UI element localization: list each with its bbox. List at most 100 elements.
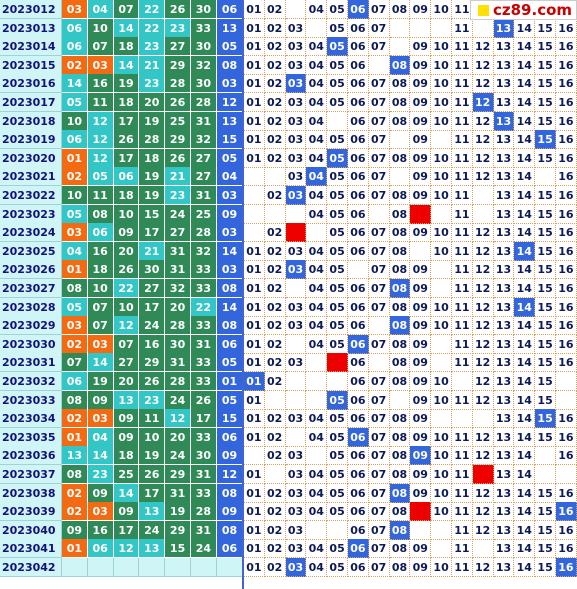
- blue-number-cell[interactable]: 04: [306, 558, 328, 577]
- blue-number-cell[interactable]: 01: [244, 37, 265, 57]
- blue-number-cell[interactable]: 13: [493, 167, 515, 187]
- blue-number-cell[interactable]: 11: [452, 204, 473, 224]
- blue-blank-cell[interactable]: [410, 18, 432, 38]
- blue-number-cell[interactable]: 02: [264, 297, 286, 317]
- blue-number-cell[interactable]: 01: [244, 353, 265, 373]
- blue-number-cell[interactable]: 10: [431, 390, 452, 410]
- blue-hit-cell[interactable]: 05: [327, 390, 348, 410]
- blue-number-cell[interactable]: 07: [368, 223, 390, 243]
- blue-number-cell[interactable]: 04: [306, 74, 328, 94]
- blue-number-cell[interactable]: 07: [368, 409, 390, 429]
- blue-number-cell[interactable]: 07: [368, 465, 390, 484]
- blue-number-cell[interactable]: 01: [244, 390, 265, 410]
- blue-hit-cell[interactable]: 03: [285, 260, 307, 280]
- blue-number-cell[interactable]: 12: [472, 316, 494, 336]
- blue-number-cell[interactable]: 08: [389, 353, 411, 373]
- blue-number-cell[interactable]: 12: [472, 520, 494, 540]
- blue-miss-cell[interactable]: [472, 465, 494, 484]
- blue-number-cell[interactable]: 14: [514, 279, 536, 298]
- blue-number-cell[interactable]: 03: [285, 297, 307, 317]
- blue-number-cell[interactable]: 05: [327, 204, 348, 224]
- blue-number-cell[interactable]: 08: [389, 111, 411, 131]
- blue-number-cell[interactable]: 03: [285, 316, 307, 336]
- blue-number-cell[interactable]: 11: [452, 558, 473, 577]
- blue-number-cell[interactable]: 11: [452, 260, 473, 280]
- blue-blank-cell[interactable]: [368, 353, 390, 373]
- blue-blank-cell[interactable]: [389, 37, 411, 57]
- blue-number-cell[interactable]: 14: [514, 111, 536, 131]
- blue-number-cell[interactable]: 05: [327, 167, 348, 187]
- blue-number-cell[interactable]: 15: [535, 483, 556, 503]
- blue-number-cell[interactable]: 08: [389, 297, 411, 317]
- blue-number-cell[interactable]: 07: [368, 279, 390, 298]
- blue-number-cell[interactable]: 01: [244, 334, 265, 354]
- blue-number-cell[interactable]: 06: [348, 223, 369, 243]
- blue-number-cell[interactable]: 15: [535, 55, 556, 75]
- blue-number-cell[interactable]: 04: [306, 260, 328, 280]
- blue-number-cell[interactable]: 16: [556, 148, 577, 168]
- blue-number-cell[interactable]: 15: [535, 334, 556, 354]
- blue-number-cell[interactable]: 05: [327, 465, 348, 484]
- blue-number-cell[interactable]: 14: [514, 483, 536, 503]
- blue-number-cell[interactable]: 02: [264, 446, 286, 466]
- blue-blank-cell[interactable]: [535, 465, 556, 484]
- blue-number-cell[interactable]: 05: [327, 446, 348, 466]
- blue-hit-cell[interactable]: 13: [493, 111, 515, 131]
- blue-number-cell[interactable]: 08: [389, 260, 411, 280]
- blue-number-cell[interactable]: 05: [327, 409, 348, 429]
- blue-number-cell[interactable]: 03: [285, 167, 307, 187]
- blue-blank-cell[interactable]: [472, 409, 494, 429]
- blue-number-cell[interactable]: 08: [389, 204, 411, 224]
- blue-blank-cell[interactable]: [244, 204, 265, 224]
- blue-number-cell[interactable]: 04: [306, 130, 328, 150]
- blue-number-cell[interactable]: 15: [535, 297, 556, 317]
- blue-number-cell[interactable]: 13: [493, 241, 515, 261]
- blue-number-cell[interactable]: 06: [348, 316, 369, 336]
- blue-number-cell[interactable]: 11: [452, 316, 473, 336]
- blue-number-cell[interactable]: 04: [306, 427, 328, 447]
- blue-number-cell[interactable]: 14: [514, 223, 536, 243]
- blue-blank-cell[interactable]: [535, 167, 556, 187]
- blue-number-cell[interactable]: 08: [389, 427, 411, 447]
- blue-blank-cell[interactable]: [431, 520, 452, 540]
- blue-number-cell[interactable]: 10: [431, 0, 452, 19]
- blue-number-cell[interactable]: 08: [389, 74, 411, 94]
- blue-number-cell[interactable]: 10: [431, 148, 452, 168]
- blue-number-cell[interactable]: 10: [431, 241, 452, 261]
- blue-number-cell[interactable]: 15: [535, 93, 556, 112]
- blue-number-cell[interactable]: 15: [535, 279, 556, 298]
- blue-number-cell[interactable]: 12: [472, 334, 494, 354]
- blue-blank-cell[interactable]: [264, 465, 286, 484]
- blue-number-cell[interactable]: 11: [452, 465, 473, 484]
- blue-hit-cell[interactable]: 15: [535, 130, 556, 150]
- blue-number-cell[interactable]: 04: [306, 316, 328, 336]
- blue-blank-cell[interactable]: [285, 0, 307, 19]
- blue-number-cell[interactable]: 05: [327, 558, 348, 577]
- blue-blank-cell[interactable]: [285, 204, 307, 224]
- blue-number-cell[interactable]: 04: [306, 241, 328, 261]
- blue-number-cell[interactable]: 07: [368, 483, 390, 503]
- blue-number-cell[interactable]: 05: [327, 0, 348, 19]
- blue-number-cell[interactable]: 02: [264, 334, 286, 354]
- blue-number-cell[interactable]: 01: [244, 260, 265, 280]
- blue-number-cell[interactable]: 10: [431, 186, 452, 205]
- blue-number-cell[interactable]: 15: [535, 520, 556, 540]
- blue-number-cell[interactable]: 15: [535, 353, 556, 373]
- blue-number-cell[interactable]: 11: [452, 93, 473, 112]
- blue-number-cell[interactable]: 05: [327, 74, 348, 94]
- blue-number-cell[interactable]: 08: [389, 465, 411, 484]
- blue-number-cell[interactable]: 05: [327, 502, 348, 522]
- blue-number-cell[interactable]: 06: [348, 241, 369, 261]
- blue-number-cell[interactable]: 09: [410, 334, 432, 354]
- blue-number-cell[interactable]: 10: [431, 372, 452, 391]
- blue-number-cell[interactable]: 16: [556, 223, 577, 243]
- blue-number-cell[interactable]: 07: [368, 372, 390, 391]
- blue-number-cell[interactable]: 07: [368, 520, 390, 540]
- blue-number-cell[interactable]: 15: [535, 111, 556, 131]
- blue-number-cell[interactable]: 09: [410, 465, 432, 484]
- blue-number-cell[interactable]: 09: [410, 111, 432, 131]
- blue-number-cell[interactable]: 04: [306, 204, 328, 224]
- blue-number-cell[interactable]: 12: [472, 167, 494, 187]
- blue-number-cell[interactable]: 10: [431, 93, 452, 112]
- blue-blank-cell[interactable]: [368, 316, 390, 336]
